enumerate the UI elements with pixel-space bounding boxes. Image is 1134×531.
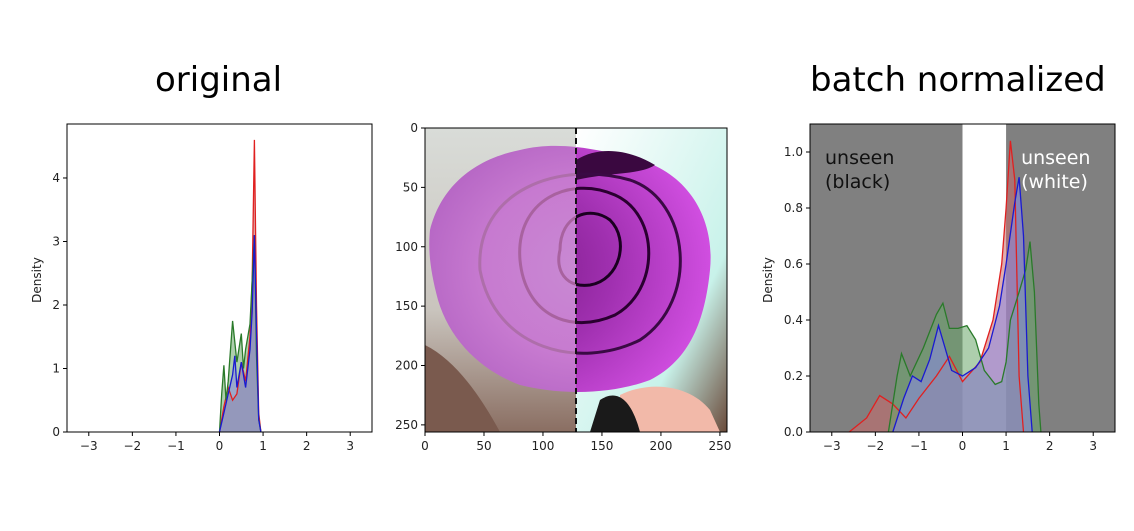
p3-blue-line bbox=[892, 177, 1033, 433]
p3-ytick-label: 0.8 bbox=[784, 201, 803, 215]
p3-blue-area bbox=[892, 177, 1033, 432]
p3-xtick-label: −3 bbox=[823, 439, 841, 453]
p2-y-ticks: 0 50 100 150 200 250 bbox=[395, 121, 425, 432]
p2-frame bbox=[424, 127, 728, 433]
p3-xtick-label: 0 bbox=[959, 439, 967, 453]
p2-ytick-label: 250 bbox=[395, 418, 418, 432]
p3-ylabel: Density bbox=[761, 257, 775, 303]
p2-x-ticks: 0 50 100 150 200 250 bbox=[421, 432, 731, 453]
p2-ytick-label: 200 bbox=[395, 359, 418, 373]
p3-series-lines bbox=[848, 140, 1042, 433]
p1-blue-area bbox=[219, 235, 261, 432]
title-original: original bbox=[155, 60, 283, 100]
rose-image bbox=[425, 128, 727, 432]
original-density-chart: −3 −2 −1 0 1 2 3 0 1 2 3 4 Density bbox=[30, 123, 373, 453]
p3-series-fills bbox=[849, 140, 1041, 433]
p1-x-ticks: −3 −2 −1 0 1 2 3 bbox=[80, 432, 354, 453]
p3-unseen-regions bbox=[810, 124, 1115, 432]
p3-xtick-label: 3 bbox=[1089, 439, 1097, 453]
p2-xtick-label: 100 bbox=[532, 439, 555, 453]
p1-xtick-label: 3 bbox=[346, 439, 354, 453]
p1-series-lines bbox=[218, 139, 262, 433]
batch-normalized-density-chart: −3 −2 −1 0 1 2 3 0.0 0.2 0.4 0.6 0.8 1.0 unseen (bla… bbox=[761, 123, 1116, 453]
p2-xtick-label: 150 bbox=[591, 439, 614, 453]
p1-frame bbox=[66, 123, 373, 433]
p2-xtick-label: 0 bbox=[421, 439, 429, 453]
p1-xtick-label: 1 bbox=[259, 439, 267, 453]
p3-y-ticks: 0.0 0.2 0.4 0.6 0.8 1.0 bbox=[784, 145, 810, 439]
p3-ytick-label: 0.4 bbox=[784, 313, 803, 327]
p2-ytick-label: 100 bbox=[395, 240, 418, 254]
p3-xtick-label: 1 bbox=[1002, 439, 1010, 453]
rose-image-panel: 0 50 100 150 200 250 0 50 100 150 200 250 bbox=[395, 121, 731, 453]
p2-xtick-label: 50 bbox=[476, 439, 491, 453]
p2-xtick-label: 200 bbox=[649, 439, 672, 453]
p1-ytick-label: 0 bbox=[52, 425, 60, 439]
p3-green-line bbox=[887, 241, 1042, 433]
p3-xtick-label: 2 bbox=[1046, 439, 1054, 453]
p3-ytick-label: 0.0 bbox=[784, 425, 803, 439]
p1-series-fills bbox=[219, 139, 261, 432]
p3-xtick-label: −1 bbox=[910, 439, 928, 453]
p1-xtick-label: −3 bbox=[80, 439, 98, 453]
p1-xtick-label: 2 bbox=[303, 439, 311, 453]
p2-ytick-label: 50 bbox=[403, 180, 418, 194]
p3-region-labels: unseen (black) unseen (white) bbox=[825, 147, 1090, 193]
p3-ytick-label: 0.6 bbox=[784, 257, 803, 271]
p2-ytick-label: 0 bbox=[410, 121, 418, 135]
p2-ytick-label: 150 bbox=[395, 299, 418, 313]
p1-y-ticks: 0 1 2 3 4 bbox=[52, 171, 67, 439]
p1-ytick-label: 1 bbox=[52, 361, 60, 375]
p1-xtick-label: −1 bbox=[167, 439, 185, 453]
title-batch-normalized: batch normalized bbox=[810, 60, 1106, 100]
p1-xtick-label: −2 bbox=[124, 439, 142, 453]
p3-ytick-label: 1.0 bbox=[784, 145, 803, 159]
unseen-region-label-0: unseen (black) bbox=[825, 147, 894, 193]
p3-ytick-label: 0.2 bbox=[784, 369, 803, 383]
p1-ytick-label: 2 bbox=[52, 298, 60, 312]
p1-ytick-label: 3 bbox=[52, 234, 60, 248]
p3-xtick-label: −2 bbox=[867, 439, 885, 453]
p3-red-line bbox=[848, 140, 1025, 433]
p1-ytick-label: 4 bbox=[52, 171, 60, 185]
p1-ylabel: Density bbox=[30, 257, 44, 303]
p2-xtick-label: 250 bbox=[708, 439, 731, 453]
p1-blue-line bbox=[218, 235, 262, 433]
p3-x-ticks: −3 −2 −1 0 1 2 3 bbox=[823, 432, 1097, 453]
unseen-region-label-1: unseen (white) bbox=[1021, 147, 1090, 193]
p1-xtick-label: 0 bbox=[216, 439, 224, 453]
